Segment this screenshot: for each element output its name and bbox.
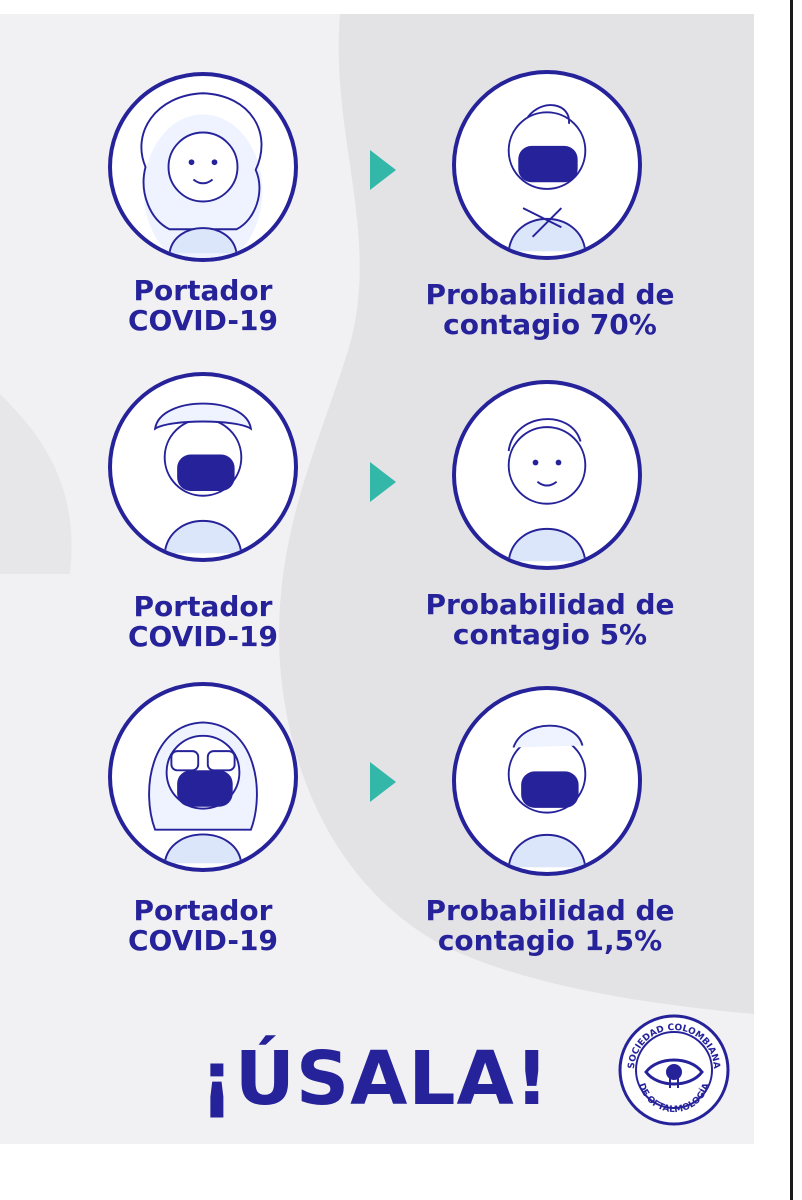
contact-avatar-2 xyxy=(452,380,642,570)
carrier-label-2: Portador COVID-19 xyxy=(127,590,279,653)
contact-avatar-3 xyxy=(452,686,642,876)
arrow-right-icon xyxy=(370,462,396,502)
probability-label-3: Probabilidad de contagio 1,5% xyxy=(425,894,675,957)
probability-label-2: Probabilidad de contagio 5% xyxy=(425,588,675,651)
eye-seal-icon: SOCIEDAD COLOMBIANA DE OFTALMOLOGÍA xyxy=(618,1014,730,1126)
poster-card: Portador COVID-19 Probabilidad de contag… xyxy=(0,14,754,1144)
arrow-right-icon xyxy=(370,762,396,802)
carrier-label-1: Portador COVID-19 xyxy=(127,274,279,337)
arrow-right-icon xyxy=(370,150,396,190)
right-margin xyxy=(754,0,802,1200)
carrier-avatar-3 xyxy=(108,682,298,872)
scroll-edge-line xyxy=(790,0,793,1200)
carrier-avatar-1 xyxy=(108,72,298,262)
cta-title: ¡ÚSALA! xyxy=(200,1036,550,1122)
probability-label-1: Probabilidad de contagio 70% xyxy=(425,278,675,341)
carrier-label-3: Portador COVID-19 xyxy=(127,894,279,957)
carrier-avatar-2 xyxy=(108,372,298,562)
contact-avatar-1 xyxy=(452,70,642,260)
